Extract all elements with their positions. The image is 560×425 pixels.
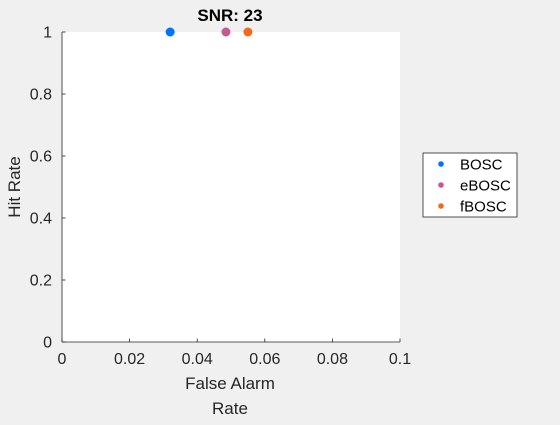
legend-marker-ebosc	[438, 182, 444, 188]
y-axis-label: Hit Rate	[5, 156, 24, 217]
y-tick-label: 0.4	[30, 211, 52, 228]
x-tick-label: 0	[58, 351, 67, 368]
x-axis-label-line2: Rate	[212, 399, 248, 418]
x-tick-label: 0.06	[249, 351, 280, 368]
x-tick-label: 0.02	[114, 351, 145, 368]
legend-marker-bosc	[438, 161, 444, 167]
plot-area	[62, 32, 400, 342]
data-point-bosc	[165, 27, 175, 37]
y-tick-label: 0.2	[30, 273, 52, 290]
y-tick-label: 0.6	[30, 149, 52, 166]
y-tick-label: 0	[43, 335, 52, 352]
x-tick-label: 0.04	[182, 351, 213, 368]
legend-marker-fbosc	[438, 203, 444, 209]
legend-label-fbosc: fBOSC	[460, 199, 507, 216]
legend-label-ebosc: eBOSC	[460, 178, 511, 195]
legend: BOSC eBOSC fBOSC	[422, 152, 518, 218]
y-tick-label: 0.8	[30, 87, 52, 104]
x-axis-label-line1: False Alarm	[185, 374, 275, 393]
data-point-fbosc	[243, 27, 253, 37]
y-tick-label: 1	[43, 25, 52, 42]
data-point-ebosc	[221, 27, 231, 37]
legend-label-bosc: BOSC	[460, 157, 503, 174]
x-tick-label: 0.1	[389, 351, 411, 368]
chart-title: SNR: 23	[197, 6, 262, 25]
x-tick-label: 0.08	[317, 351, 348, 368]
